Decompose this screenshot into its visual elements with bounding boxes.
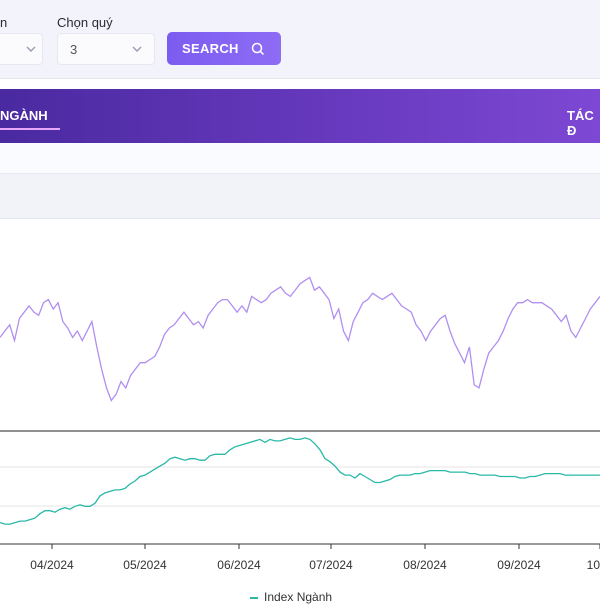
tab-tac-dong[interactable]: TÁC Đ xyxy=(567,108,594,138)
series-line-upper xyxy=(0,276,600,402)
quarter-value: 3 xyxy=(70,42,78,57)
active-tab-indicator xyxy=(0,128,60,130)
first-filter-select[interactable] xyxy=(0,33,43,65)
series-line-lower xyxy=(0,437,600,525)
filter-bar: n Chọn quý 3 SEARCH xyxy=(0,0,600,79)
industry-index-chart: 04/2024 05/2024 06/2024 07/2024 08/2024 09/20… xyxy=(0,276,600,572)
chevron-down-icon xyxy=(132,46,142,52)
quarter-label: Chọn quý xyxy=(57,15,113,30)
chevron-down-icon xyxy=(26,46,36,52)
section-header-strip xyxy=(0,174,600,219)
x-tick-label: 05/2024 xyxy=(123,558,167,572)
search-icon xyxy=(251,42,265,56)
x-tick-label: 08/2024 xyxy=(403,558,447,572)
x-tick-label: 06/2024 xyxy=(217,558,261,572)
lower-panel xyxy=(0,437,600,525)
legend-swatch xyxy=(250,596,258,599)
search-button-label: SEARCH xyxy=(182,41,239,56)
tab-bar: NGÀNH TÁC Đ xyxy=(0,89,600,143)
upper-panel xyxy=(0,276,600,432)
first-filter-label: n xyxy=(0,15,8,30)
tab-nganh[interactable]: NGÀNH xyxy=(0,108,48,123)
quarter-select[interactable]: 3 xyxy=(57,33,155,65)
x-axis: 04/2024 05/2024 06/2024 07/2024 08/2024 09/20… xyxy=(0,543,600,572)
legend-label: Index Ngành xyxy=(264,590,333,604)
toolbar-strip xyxy=(0,143,600,174)
search-button[interactable]: SEARCH xyxy=(167,32,281,65)
x-tick-label: 10 xyxy=(587,558,600,572)
x-tick-label: 04/2024 xyxy=(30,558,74,572)
chart-legend[interactable]: Index Ngành xyxy=(250,590,332,604)
x-tick-label: 09/2024 xyxy=(497,558,541,572)
x-tick-label: 07/2024 xyxy=(309,558,353,572)
